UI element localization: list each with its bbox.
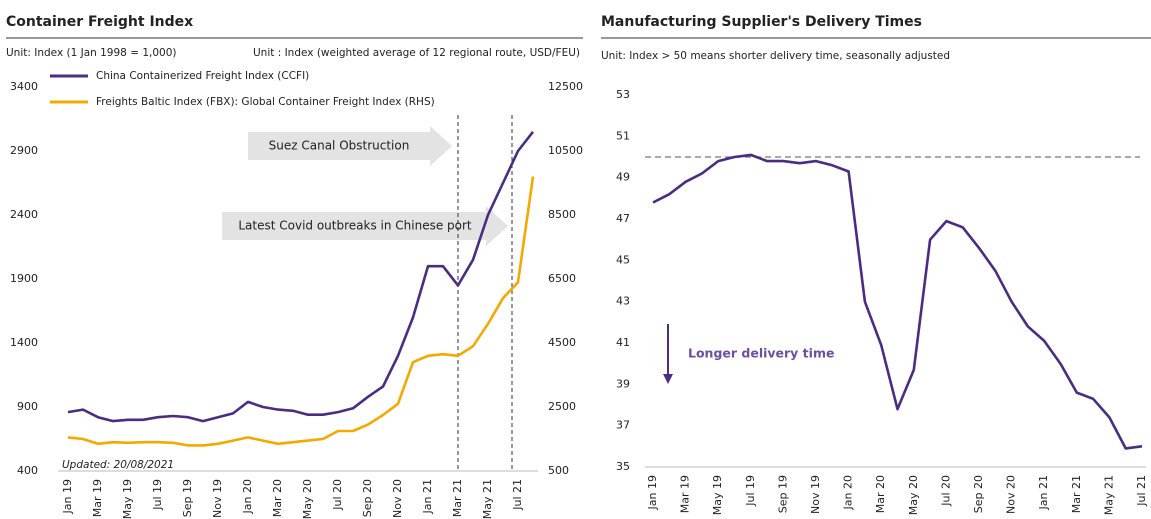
y-tick-label: 53 bbox=[616, 88, 630, 101]
x-tick-label: Jul 20 bbox=[939, 475, 952, 507]
x-tick-label: Nov 20 bbox=[1005, 475, 1018, 514]
x-tick-label: May 21 bbox=[481, 479, 494, 519]
y-label: Unit: Index (1 Jan 1998 = 1,000) bbox=[6, 47, 176, 59]
y-tick-label: 900 bbox=[17, 400, 38, 413]
x-tick-label: Jan 21 bbox=[421, 479, 434, 514]
y2-tick-label: 2500 bbox=[548, 400, 576, 413]
x-tick-label: Jan 20 bbox=[842, 475, 855, 510]
y-tick-label: 3400 bbox=[10, 80, 38, 93]
y2-tick-label: 500 bbox=[548, 464, 569, 477]
y2-tick-label: 12500 bbox=[548, 80, 583, 93]
y-tick-label: 45 bbox=[616, 253, 630, 266]
y-tick-label: 43 bbox=[616, 295, 630, 308]
y-tick-label: 400 bbox=[17, 464, 38, 477]
y2-tick-label: 4500 bbox=[548, 336, 576, 349]
x-tick-label: Jan 21 bbox=[1037, 475, 1050, 510]
y2-tick-label: 10500 bbox=[548, 144, 583, 157]
y-tick-label: 2900 bbox=[10, 144, 38, 157]
x-tick-label: Jan 19 bbox=[646, 475, 659, 510]
x-tick-label: Nov 19 bbox=[211, 479, 224, 518]
annotation-arrow bbox=[248, 126, 452, 166]
y-tick-label: 1900 bbox=[10, 272, 38, 285]
series-line bbox=[67, 130, 535, 423]
y2-tick-label: 8500 bbox=[548, 208, 576, 221]
x-tick-label: Mar 21 bbox=[1070, 475, 1083, 513]
y-tick-label: 37 bbox=[616, 419, 630, 432]
x-tick-label: Mar 19 bbox=[679, 475, 692, 513]
note: Updated: 20/08/2021 bbox=[62, 459, 174, 471]
chart-title: Manufacturing Supplier's Delivery Times bbox=[601, 14, 922, 30]
chart-title: Container Freight Index bbox=[6, 14, 193, 30]
y-tick-label: 51 bbox=[616, 129, 630, 142]
series-line bbox=[67, 176, 535, 447]
x-tick-label: Mar 20 bbox=[874, 475, 887, 513]
annotation: Longer delivery time bbox=[688, 346, 834, 361]
x-tick-label: Mar 20 bbox=[271, 479, 284, 517]
x-tick-label: Jul 19 bbox=[151, 479, 164, 511]
x-tick-label: Jul 19 bbox=[744, 475, 757, 507]
x-tick-label: Jul 21 bbox=[511, 479, 524, 511]
x-tick-label: May 21 bbox=[1102, 475, 1115, 515]
y-tick-label: 49 bbox=[616, 171, 630, 184]
x-tick-label: May 19 bbox=[121, 479, 134, 519]
x-tick-label: Jan 19 bbox=[61, 479, 74, 514]
y2-tick-label: 6500 bbox=[548, 272, 576, 285]
x-tick-label: May 19 bbox=[711, 475, 724, 515]
x-tick-label: Sep 20 bbox=[972, 475, 985, 513]
x-tick-label: Jul 20 bbox=[331, 479, 344, 511]
x-tick-label: Sep 19 bbox=[181, 479, 194, 517]
x-tick-label: Mar 19 bbox=[91, 479, 104, 517]
y-tick-label: 39 bbox=[616, 377, 630, 390]
annotation: Latest Covid outbreaks in Chinese port bbox=[238, 219, 472, 233]
y-label: Unit: Index > 50 means shorter delivery … bbox=[601, 50, 950, 62]
annotation: Suez Canal Obstruction bbox=[269, 139, 410, 153]
legend-label: Freights Baltic Index (FBX): Global Cont… bbox=[96, 96, 435, 108]
x-tick-label: Sep 19 bbox=[776, 475, 789, 513]
y-tick-label: 47 bbox=[616, 212, 630, 225]
x-tick-label: May 20 bbox=[907, 475, 920, 515]
series-line bbox=[652, 153, 1143, 450]
x-tick-label: Mar 21 bbox=[451, 479, 464, 517]
annotation-arrow bbox=[222, 206, 508, 246]
x-tick-label: Sep 20 bbox=[361, 479, 374, 517]
y-tick-label: 2400 bbox=[10, 208, 38, 221]
annotation-arrow bbox=[663, 374, 673, 384]
y-tick-label: 41 bbox=[616, 336, 630, 349]
x-tick-label: Jul 21 bbox=[1135, 475, 1148, 507]
x-tick-label: May 20 bbox=[301, 479, 314, 519]
y-tick-label: 35 bbox=[616, 460, 630, 473]
y2-label: Unit : Index (weighted average of 12 reg… bbox=[253, 47, 580, 59]
y-tick-label: 1400 bbox=[10, 336, 38, 349]
x-tick-label: Jan 20 bbox=[241, 479, 254, 514]
x-tick-label: Nov 19 bbox=[809, 475, 822, 514]
legend-label: China Containerized Freight Index (CCFI) bbox=[96, 70, 309, 82]
x-tick-label: Nov 20 bbox=[391, 479, 404, 518]
